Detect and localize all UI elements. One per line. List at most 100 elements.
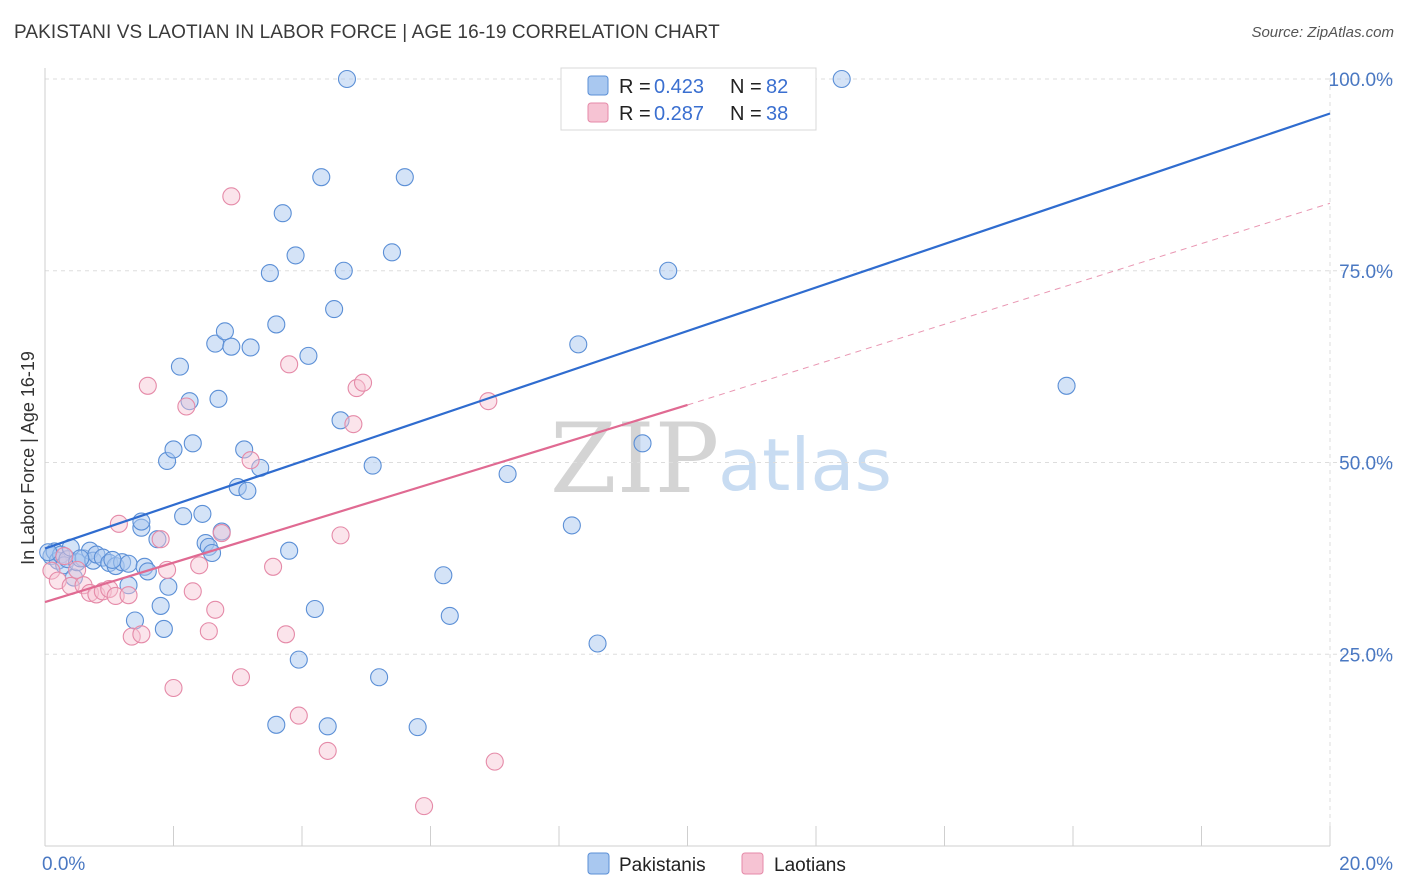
legend-n-label-pakistanis: N =	[730, 76, 762, 98]
legend-swatch-laotians	[587, 102, 609, 123]
pakistanis-point	[434, 566, 453, 585]
laotians-point	[353, 373, 373, 392]
laotians-point	[106, 586, 125, 606]
laotians-point	[280, 355, 299, 374]
pakistanis-point	[183, 434, 202, 453]
laotians-point	[119, 586, 138, 605]
pakistanis-point	[588, 634, 607, 653]
y-tick-label: 100.0%	[1329, 70, 1394, 91]
pakistanis-point	[440, 606, 459, 625]
laotians-point	[190, 556, 209, 575]
pakistanis-point	[659, 261, 678, 280]
laotians-point	[164, 678, 183, 698]
laotians-point	[42, 561, 61, 580]
pakistanis-point	[164, 440, 183, 459]
laotians-point	[318, 741, 337, 760]
laotians-point	[199, 622, 218, 641]
x-tick-label: 0.0%	[42, 854, 85, 875]
laotians-point	[344, 415, 363, 434]
laotians-point	[68, 560, 87, 579]
pakistanis-point	[154, 619, 173, 638]
laotians-point	[241, 451, 260, 470]
pakistanis-point	[180, 392, 199, 411]
pakistanis-point	[334, 261, 353, 280]
laotians-point	[264, 557, 283, 576]
laotians-point	[289, 706, 308, 725]
pakistanis-point	[832, 69, 851, 89]
legend-n-value-laotians: 38	[766, 103, 788, 125]
pakistanis-point	[273, 204, 292, 223]
pakistanis-point	[222, 337, 241, 356]
pakistanis-point	[209, 389, 228, 408]
bottom-legend-label-laotians: Laotians	[774, 855, 846, 876]
tick-labels: 25.0% 50.0% 75.0% 100.0% 0.0% 20.0%	[42, 70, 1393, 875]
pakistanis-point	[318, 717, 337, 736]
pakistanis-point	[215, 322, 234, 341]
pakistanis-point	[305, 599, 324, 619]
pakistanis-point	[235, 440, 254, 459]
axes	[44, 68, 1331, 847]
laotians-trend-line	[44, 403, 688, 604]
pakistanis-point	[241, 338, 260, 357]
legend-n-label-laotians: N =	[730, 103, 762, 125]
pakistanis-point	[260, 264, 279, 283]
pakistanis-point	[170, 357, 189, 376]
pakistanis-point	[325, 300, 344, 319]
pakistanis-point	[286, 246, 305, 265]
x-tick-label: 20.0%	[1339, 854, 1393, 875]
pakistanis-point	[370, 668, 389, 687]
laotians-point	[138, 376, 157, 395]
legend-n-value-pakistanis: 82	[766, 76, 788, 98]
pakistanis-point	[382, 243, 402, 262]
pakistanis-point	[289, 650, 308, 669]
laotians-point	[183, 582, 202, 601]
laotians-point	[485, 752, 504, 771]
legend-r-value-pakistanis: 0.423	[654, 76, 704, 98]
pakistanis-point	[299, 346, 318, 365]
watermark-zip: ZIP	[550, 403, 719, 515]
bottom-legend-swatch-pakistanis	[587, 852, 610, 875]
laotians-trend-extension	[687, 202, 1331, 406]
pakistanis-point	[267, 315, 286, 334]
legend-r-value-laotians: 0.287	[654, 103, 704, 125]
trend-lines	[44, 112, 1331, 604]
pakistanis-point	[408, 718, 427, 737]
pakistanis-point	[267, 715, 286, 734]
pakistanis-point	[498, 464, 517, 484]
y-tick-label: 25.0%	[1339, 645, 1393, 666]
pakistanis-point	[337, 69, 357, 89]
y-axis-label: In Labor Force | Age 16-19	[18, 351, 38, 565]
pakistanis-point	[562, 516, 581, 535]
chart-source: Source: ZipAtlas.com	[1251, 24, 1394, 41]
laotians-point	[231, 668, 251, 687]
bottom-legend-label-pakistanis: Pakistanis	[619, 855, 706, 876]
laotians-point	[212, 524, 231, 543]
legend-r-label-laotians: R =	[619, 103, 651, 125]
pakistanis-point	[103, 550, 122, 569]
series-legend: Pakistanis Laotians	[587, 852, 846, 876]
laotians-point	[276, 625, 295, 644]
legend-swatch-pakistanis	[587, 75, 609, 96]
bottom-legend-swatch-laotians	[741, 852, 764, 875]
stats-legend: R = 0.423 N = 82 R = 0.287 N = 38	[560, 67, 817, 131]
pakistanis-point	[312, 168, 331, 187]
laotians-point	[132, 625, 151, 644]
pakistanis-point	[193, 504, 212, 523]
pakistanis-point	[119, 554, 138, 573]
pakistanis-point	[363, 456, 382, 475]
pakistanis-point	[280, 541, 299, 560]
laotians-point	[151, 530, 170, 549]
legend-r-label-pakistanis: R =	[619, 76, 651, 98]
pakistanis-point	[633, 434, 652, 453]
pakistanis-point	[71, 549, 90, 568]
y-tick-label: 75.0%	[1339, 262, 1393, 283]
pakistanis-points	[39, 69, 1076, 737]
pakistanis-point	[569, 335, 588, 354]
y-tick-label: 50.0%	[1339, 454, 1393, 475]
laotians-point	[55, 547, 74, 566]
laotians-point	[222, 187, 241, 206]
pakistanis-point	[151, 596, 170, 615]
pakistanis-point	[1057, 376, 1076, 395]
laotians-point	[206, 600, 225, 619]
